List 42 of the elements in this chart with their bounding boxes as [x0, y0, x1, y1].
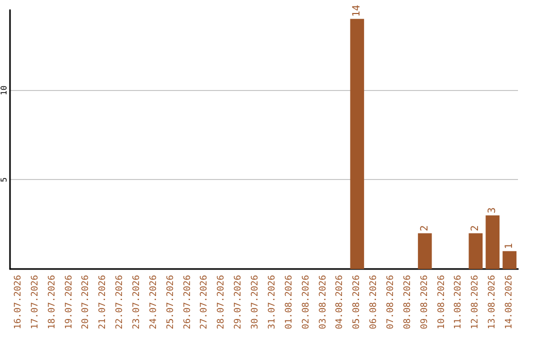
data-label: 2: [419, 225, 430, 232]
x-tick-label: 01.08.2026: [284, 275, 294, 330]
data-label: 1: [504, 243, 516, 250]
data-label: 2: [470, 225, 482, 232]
x-tick-label: 06.08.2026: [369, 275, 380, 330]
x-tick-label: 26.07.2026: [182, 275, 193, 330]
x-tick-label: 14.08.2026: [504, 275, 515, 330]
x-tick-label: 25.07.2026: [166, 275, 176, 330]
x-tick-label: 31.07.2026: [267, 275, 278, 330]
x-tick-label: 07.08.2026: [386, 275, 396, 330]
x-tick-label: 20.07.2026: [81, 275, 92, 330]
x-tick-label: 24.07.2026: [148, 275, 159, 330]
x-tick-label: 16.07.2026: [13, 275, 24, 330]
x-tick-label: 05.08.2026: [352, 275, 362, 330]
x-tick-label: 12.08.2026: [470, 275, 481, 330]
bar: [350, 18, 364, 269]
x-tick-label: 21.07.2026: [98, 275, 108, 330]
x-tick-label: 19.07.2026: [64, 275, 74, 330]
x-tick-label: 03.08.2026: [318, 275, 328, 330]
x-tick-label: 30.07.2026: [250, 275, 261, 330]
x-tick-label: 27.07.2026: [200, 275, 210, 330]
x-tick-label: 11.08.2026: [454, 275, 464, 330]
x-tick-label: 29.07.2026: [234, 275, 244, 330]
bar: [468, 233, 483, 269]
y-tick-label: 5: [0, 177, 8, 182]
x-tick-label: 04.08.2026: [335, 275, 346, 330]
y-tick-label: 10: [0, 85, 8, 96]
x-tick-label: 23.07.2026: [132, 275, 142, 330]
x-tick-label: 22.07.2026: [115, 275, 126, 330]
x-tick-label: 18.07.2026: [47, 275, 58, 330]
bar: [486, 215, 500, 269]
data-label: 3: [487, 207, 498, 214]
bar: [418, 233, 432, 269]
data-label: 14: [352, 4, 363, 17]
x-tick-label: 17.07.2026: [30, 275, 40, 330]
bar: [502, 251, 516, 269]
x-tick-label: 02.08.2026: [301, 275, 312, 330]
x-tick-label: 28.07.2026: [216, 275, 227, 330]
x-tick-label: 08.08.2026: [402, 275, 413, 330]
x-tick-label: 13.08.2026: [488, 275, 498, 330]
x-tick-label: 10.08.2026: [436, 275, 447, 330]
x-tick-label: 09.08.2026: [420, 275, 430, 330]
